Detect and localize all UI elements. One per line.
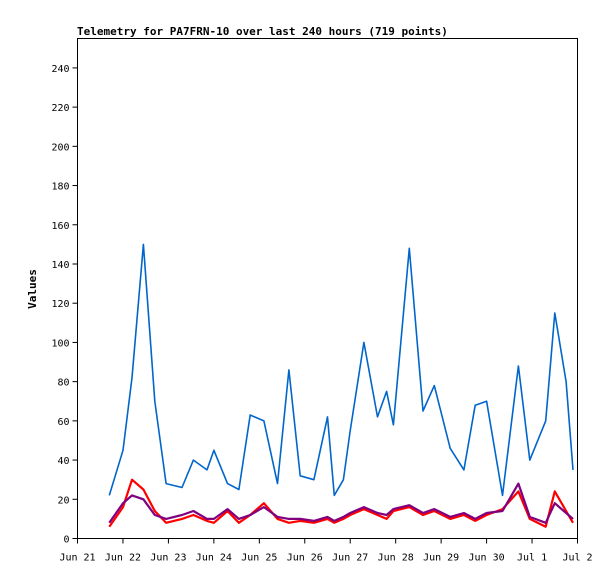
y-tick-label: 60 xyxy=(57,417,69,428)
x-tick-label: Jul 1 xyxy=(517,553,547,564)
x-axis: Jun 21 Jun 22 Jun 23 Jun 24 Jun 25 Jun 26 Jun … xyxy=(59,538,593,564)
chart-title: Telemetry for PA7FRN-10 over last 240 ho… xyxy=(77,25,448,38)
x-tick-label: Jun 25 xyxy=(241,553,277,564)
y-axis-label: Values xyxy=(26,269,39,309)
x-tick-label: Jul 2 xyxy=(562,553,592,564)
y-tick-label: 240 xyxy=(51,64,69,75)
x-tick-label: Jun 28 xyxy=(378,553,414,564)
y-tick-label: 40 xyxy=(57,456,69,467)
y-tick-label: 160 xyxy=(51,221,69,232)
x-tick-label: Jun 30 xyxy=(469,553,505,564)
x-tick-label: Jun 29 xyxy=(423,553,459,564)
series-layer xyxy=(108,243,574,528)
y-tick-label: 20 xyxy=(57,495,69,506)
x-tick-label: Jun 23 xyxy=(150,553,186,564)
x-tick-label: Jun 21 xyxy=(59,553,95,564)
y-tick-label: 180 xyxy=(51,182,69,193)
x-tick-label: Jun 24 xyxy=(196,553,232,564)
series-line-3 xyxy=(108,482,574,524)
series-line-1 xyxy=(108,243,574,497)
x-tick-label: Jun 27 xyxy=(332,553,368,564)
plot-frame xyxy=(77,38,578,539)
x-tick-label: Jun 22 xyxy=(105,553,141,564)
y-tick-label: 120 xyxy=(51,299,69,310)
y-tick-label: 140 xyxy=(51,260,69,271)
y-tick-label: 80 xyxy=(57,378,69,389)
y-tick-label: 100 xyxy=(51,338,69,349)
x-tick-label: Jun 26 xyxy=(287,553,323,564)
y-tick-label: 220 xyxy=(51,103,69,114)
y-axis: 0 20 40 60 80 100 120 140 160 180 200 220 240 xyxy=(51,64,78,546)
y-tick-label: 0 xyxy=(63,535,69,546)
y-tick-label: 200 xyxy=(51,142,69,153)
